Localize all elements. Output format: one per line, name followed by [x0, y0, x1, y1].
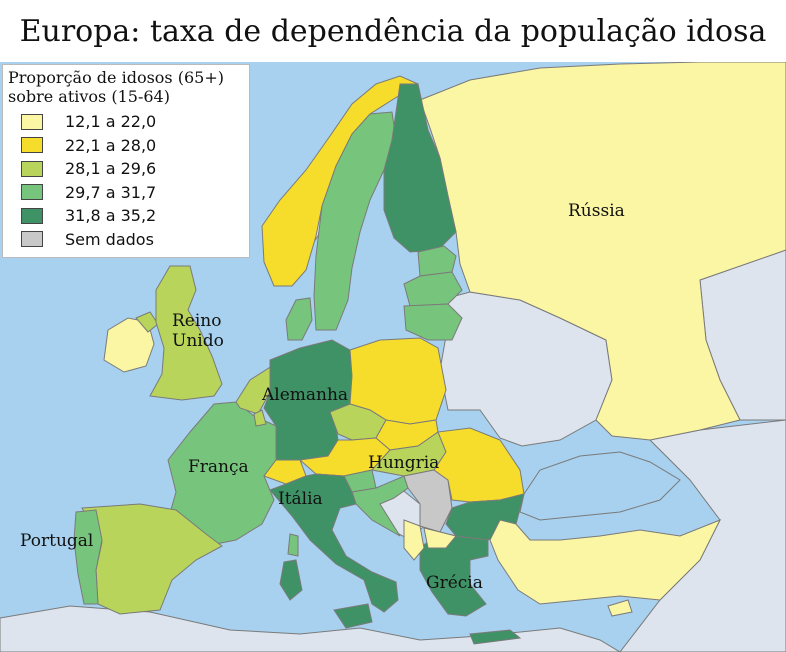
legend-item: 12,1 a 22,0 [3, 110, 249, 134]
country-ireland [103, 317, 155, 373]
legend-item: 22,1 a 28,0 [3, 134, 249, 158]
country-croatia [351, 475, 409, 537]
country-sardinia [279, 559, 303, 601]
country-italy [269, 473, 399, 613]
country-estonia [417, 245, 457, 277]
legend-label: 28,1 a 29,6 [65, 159, 157, 179]
region-caucasus-east [619, 419, 786, 652]
country-finland [383, 83, 457, 253]
legend-swatch [21, 113, 43, 130]
country-cyprus [607, 599, 633, 617]
label-germany: Alemanha [261, 385, 348, 405]
legend-title: Proporção de idosos (65+) sobre ativos (… [3, 65, 249, 106]
country-crete [469, 629, 522, 645]
legend-rows: 12,1 a 22,0 22,1 a 28,0 28,1 a 29,6 29,7 a … [3, 110, 249, 251]
country-albania [403, 519, 425, 561]
sea-black-sea [519, 451, 681, 521]
legend-title-line1: Proporção de idosos (65+) [8, 68, 224, 87]
label-france: França [188, 457, 249, 477]
legend-label: 31,8 a 35,2 [65, 206, 157, 226]
label-hungary: Hungria [368, 453, 439, 473]
label-russia: Rússia [568, 201, 625, 221]
legend-swatch [21, 137, 43, 154]
country-lithuania [403, 303, 463, 341]
map-title: Europa: taxa de dependência da população… [19, 13, 767, 49]
country-russia [419, 62, 786, 441]
map-legend: Proporção de idosos (65+) sobre ativos (… [2, 64, 250, 258]
country-luxembourg [253, 409, 267, 427]
country-turkey [489, 519, 722, 605]
country-sweden [313, 111, 397, 331]
legend-item: Sem dados [3, 228, 249, 252]
label-portugal: Portugal [20, 531, 93, 551]
legend-label: 29,7 a 31,7 [65, 182, 157, 202]
region-north-africa [0, 605, 621, 652]
legend-swatch [21, 184, 43, 201]
europe-map: Rússia Reino Unido Alemanha França Hungr… [0, 62, 786, 652]
legend-item: 28,1 a 29,6 [3, 157, 249, 181]
country-romania [433, 427, 525, 503]
label-united-kingdom-line1: Reino [172, 311, 221, 331]
country-sicily [333, 603, 373, 629]
country-denmark [285, 297, 313, 341]
legend-swatch [21, 160, 43, 177]
label-italy: Itália [278, 489, 323, 509]
legend-label: 12,1 a 22,0 [65, 112, 157, 132]
legend-item: 31,8 a 35,2 [3, 204, 249, 228]
country-portugal [73, 509, 103, 605]
legend-swatch [21, 207, 43, 224]
country-united-kingdom [149, 265, 223, 401]
legend-label: Sem dados [65, 229, 154, 249]
label-united-kingdom-line2: Unido [172, 331, 224, 351]
country-switzerland [263, 459, 307, 485]
legend-title-line2: sobre ativos (15-64) [8, 87, 170, 106]
country-corsica [287, 533, 299, 557]
legend-item: 29,7 a 31,7 [3, 181, 249, 205]
label-greece: Grécia [426, 573, 483, 593]
legend-swatch [21, 231, 43, 248]
country-north-macedonia [423, 527, 457, 549]
legend-label: 22,1 a 28,0 [65, 135, 157, 155]
